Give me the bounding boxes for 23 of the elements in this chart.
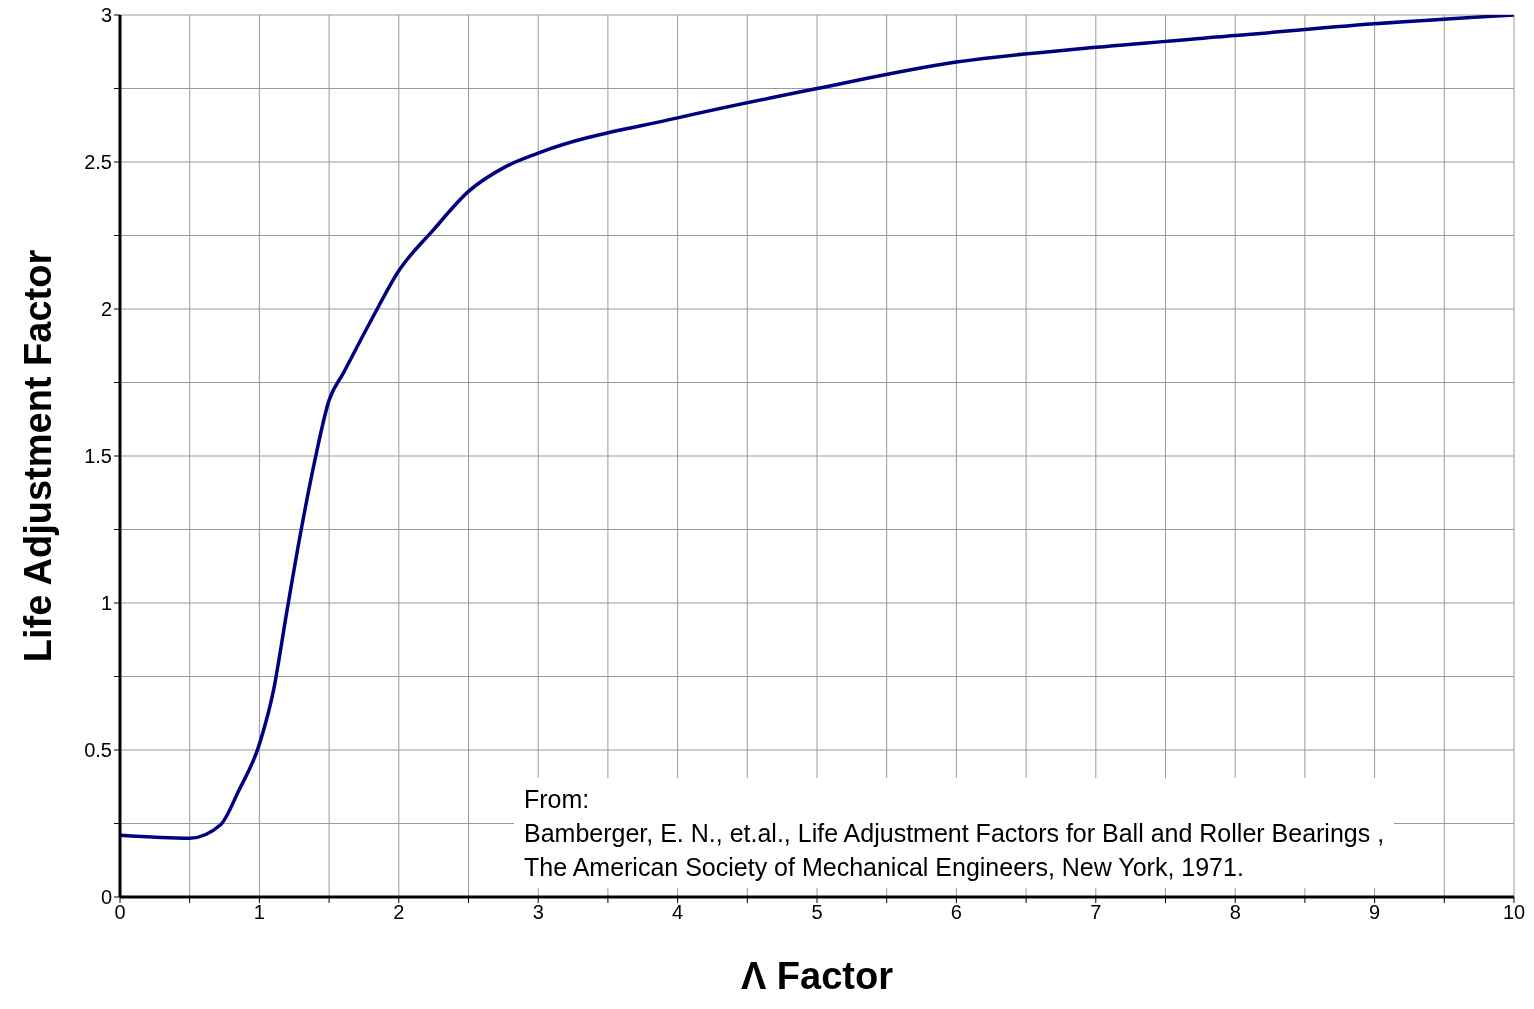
y-tick-label: 3 xyxy=(100,4,112,27)
y-tick-label: 2 xyxy=(100,298,112,321)
x-tick-label: 9 xyxy=(1369,901,1381,924)
x-tick-label: 8 xyxy=(1229,901,1241,924)
x-tick-label: 1 xyxy=(253,901,265,924)
annotation: From: xyxy=(524,784,591,815)
y-axis-title: Life Adjustment Factor xyxy=(17,249,60,663)
annotation: Bamberger, E. N., et.al., Life Adjustment Factors for Ball and Roller Bearings , xyxy=(524,818,1385,849)
x-axis-title: Λ Factor xyxy=(740,955,894,997)
x-tick-label: 10 xyxy=(1502,901,1526,924)
x-tick-label: 6 xyxy=(950,901,962,924)
annotation: The American Society of Mechanical Engineers, New York, 1971. xyxy=(524,852,1245,883)
x-tick-label: 2 xyxy=(393,901,405,924)
y-tick-label: 0.5 xyxy=(84,739,112,762)
x-tick-label: 4 xyxy=(672,901,684,924)
y-tick-label: 0 xyxy=(100,886,112,909)
y-tick-label: 1.5 xyxy=(84,445,112,468)
y-tick-label: 1 xyxy=(100,592,112,615)
x-tick-label: 5 xyxy=(811,901,823,924)
x-tick-label: 3 xyxy=(532,901,544,924)
x-tick-label: 7 xyxy=(1090,901,1102,924)
y-tick-label: 2.5 xyxy=(84,151,112,174)
x-tick-label: 0 xyxy=(114,901,126,924)
